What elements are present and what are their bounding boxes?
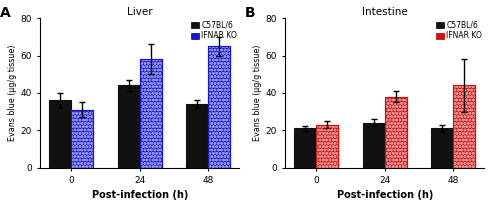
Y-axis label: Evans blue (μg/g tissue): Evans blue (μg/g tissue) <box>8 45 18 141</box>
Bar <box>453 85 475 167</box>
Bar <box>140 59 162 167</box>
Bar <box>49 100 71 167</box>
X-axis label: Post-infection (h): Post-infection (h) <box>337 190 433 200</box>
Bar <box>316 125 338 167</box>
Bar <box>385 97 407 167</box>
Y-axis label: Evans blue (μg/g tissue): Evans blue (μg/g tissue) <box>253 45 263 141</box>
Bar <box>431 128 453 167</box>
Bar <box>316 125 338 167</box>
X-axis label: Post-infection (h): Post-infection (h) <box>92 190 188 200</box>
Bar <box>385 97 407 167</box>
Legend: C57BL/6, IFNAR KO: C57BL/6, IFNAR KO <box>437 21 482 40</box>
Bar <box>453 85 475 167</box>
Bar <box>118 85 140 167</box>
Bar <box>71 110 93 167</box>
Title: Liver: Liver <box>127 7 152 18</box>
Bar <box>140 59 162 167</box>
Bar <box>71 110 93 167</box>
Bar <box>316 125 338 167</box>
Legend: C57BL/6, IFNAR KO: C57BL/6, IFNAR KO <box>192 21 237 40</box>
Bar <box>208 46 230 167</box>
Title: Intestine: Intestine <box>362 7 408 18</box>
Text: B: B <box>245 6 256 20</box>
Bar <box>363 123 385 167</box>
Bar <box>208 46 230 167</box>
Bar <box>71 110 93 167</box>
Bar <box>208 46 230 167</box>
Bar <box>294 128 316 167</box>
Bar <box>453 85 475 167</box>
Bar <box>186 104 208 167</box>
Bar <box>385 97 407 167</box>
Bar <box>140 59 162 167</box>
Text: A: A <box>0 6 11 20</box>
